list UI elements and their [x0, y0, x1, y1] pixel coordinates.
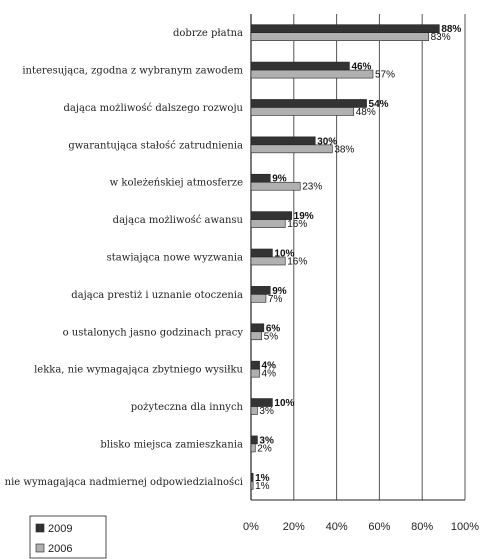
data-label-2006: 3% [259, 406, 274, 417]
tick-label: 60% [368, 521, 390, 533]
category-label: dająca możliwość awansu [113, 215, 244, 226]
bar-2006 [250, 294, 267, 303]
category-label: interesująca, zgodna z wybranym zawodem [22, 66, 243, 77]
bar-2009 [250, 248, 273, 258]
data-label-2006: 7% [268, 294, 283, 305]
bar-2009 [250, 24, 440, 33]
category-label: blisko miejsca zamieszkania [100, 439, 243, 450]
legend: 2009 2006 [29, 515, 107, 559]
category-label: dająca możliwość dalszego rozwoju [64, 103, 244, 114]
bar-2009 [250, 473, 254, 482]
bar-2006 [250, 368, 260, 378]
bar-2006 [250, 219, 286, 228]
data-label-2006: 57% [375, 70, 395, 81]
bar-2009 [250, 323, 265, 333]
category-label: dająca prestiż i uznanie otoczenia [71, 290, 243, 301]
data-label-2009: 46% [351, 62, 371, 73]
data-label-2006: 1% [255, 481, 270, 492]
data-label-2009: 88% [441, 24, 461, 35]
tick-label: 0% [243, 521, 259, 533]
tick-label: 40% [326, 521, 348, 533]
tick-label: 20% [283, 521, 305, 533]
category-label: w koleżeńskiej atmosferze [110, 178, 243, 189]
data-label-2006: 48% [356, 107, 376, 118]
category-label: stawiająca nowe wyzwania [107, 253, 243, 264]
bar-2009 [250, 211, 292, 220]
data-label-2006: 2% [257, 443, 272, 454]
data-label-2006: 38% [334, 144, 354, 155]
legend-label-2006: 2006 [48, 543, 72, 555]
legend-swatch-2006 [35, 543, 45, 553]
data-label-2009: 1% [255, 473, 270, 484]
bar-2006 [250, 32, 429, 41]
category-label: lekka, nie wymagająca zbytniego wysiłku [34, 365, 243, 376]
data-label-2009: 4% [262, 361, 277, 372]
bars: 88%83%46%57%54%48%30%38%9%23%19%16%10%16… [250, 24, 461, 492]
category-label: dobrze płatna [173, 28, 243, 39]
tick-label: 100% [451, 521, 479, 533]
bar-2009 [250, 99, 367, 108]
category-label: pożyteczna dla innych [131, 402, 244, 413]
data-label-2009: 10% [274, 398, 294, 409]
data-label-2009: 9% [272, 174, 287, 185]
data-label-2006: 23% [302, 182, 322, 193]
bar-2009 [250, 136, 316, 146]
bar-2006 [250, 107, 355, 116]
bar-2009 [250, 398, 273, 407]
gridlines [250, 14, 466, 500]
bar-2009 [250, 360, 260, 370]
bar-2006 [250, 481, 254, 490]
x-axis-ticks: 0% 20% 40% 60% 80% 100% [243, 499, 479, 533]
data-label-2006: 5% [264, 331, 279, 342]
category-label: nie wymagająca nadmiernej odpowiedzialno… [5, 477, 243, 488]
data-label-2009: 54% [369, 99, 389, 110]
data-label-2006: 16% [287, 257, 307, 268]
data-label-2009: 3% [259, 435, 274, 446]
bar-2009 [250, 61, 350, 71]
data-label-2009: 19% [294, 211, 314, 222]
category-label: gwarantująca stałość zatrudnienia [68, 140, 243, 151]
data-label-2009: 9% [272, 286, 287, 297]
tick-label: 80% [411, 521, 433, 533]
bar-2006 [250, 443, 256, 453]
data-label-2006: 83% [431, 32, 451, 43]
legend-label-2009: 2009 [48, 523, 72, 535]
bar-2006 [250, 406, 258, 415]
bar-2006 [250, 331, 262, 341]
bar-2009 [250, 173, 271, 183]
bar-2006 [250, 256, 286, 266]
legend-swatch-2009 [35, 523, 45, 533]
bar-2006 [250, 144, 333, 154]
data-label-2006: 16% [287, 219, 307, 230]
bar-2006 [250, 181, 301, 191]
data-label-2009: 30% [317, 136, 337, 147]
data-label-2009: 10% [274, 249, 294, 260]
data-label-2009: 6% [266, 323, 281, 334]
category-labels: dobrze płatna interesująca, zgodna z wybr… [5, 28, 244, 488]
data-label-2006: 4% [262, 369, 277, 380]
bar-2006 [250, 69, 374, 79]
category-label: o ustalonych jasno godzinach pracy [63, 327, 244, 338]
